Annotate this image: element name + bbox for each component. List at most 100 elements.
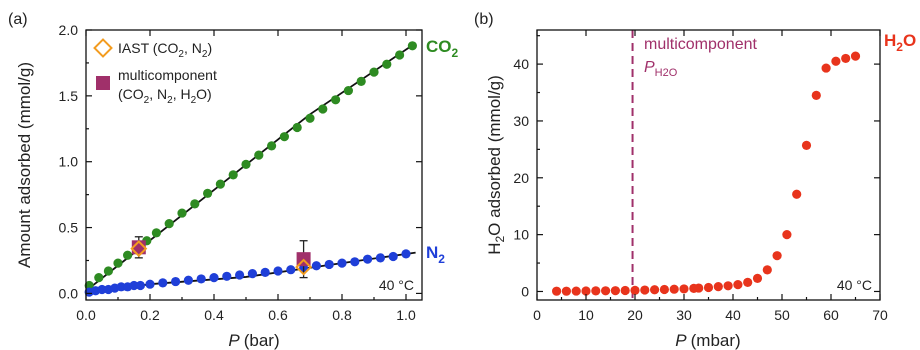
- vline-label-line1: multicomponent: [644, 36, 758, 53]
- data-point-n2: [209, 273, 219, 283]
- data-point-co2: [318, 104, 328, 114]
- data-point-h2o: [679, 284, 689, 294]
- data-point-h2o: [703, 282, 714, 293]
- x-tick-label: 0.6: [268, 307, 288, 323]
- data-point-n2: [363, 254, 373, 264]
- data-point-h2o: [821, 63, 831, 73]
- data-point-h2o: [694, 283, 704, 293]
- data-point-h2o: [841, 53, 851, 64]
- data-point-n2: [273, 266, 283, 276]
- iast-point: [295, 258, 313, 276]
- x-tick-label: 70: [872, 307, 888, 323]
- data-point-n2: [337, 258, 347, 268]
- iast-point: [130, 240, 148, 258]
- panel-b-axes: 0 10 20 30 40 50 60 70 0 10 20 30 40: [513, 30, 888, 323]
- data-point-h2o: [620, 285, 630, 296]
- x-tick-label: 40: [725, 307, 741, 323]
- vline-label-line2: PH2O: [644, 59, 678, 79]
- x-tick-label: 0.4: [204, 307, 224, 323]
- data-point-h2o: [752, 273, 763, 283]
- data-point-co2: [292, 122, 302, 133]
- data-point-co2: [395, 50, 405, 60]
- data-point-h2o: [659, 284, 670, 295]
- y-tick-label: 0.5: [59, 220, 79, 236]
- data-point-h2o: [571, 286, 581, 296]
- data-point-h2o: [743, 277, 753, 287]
- data-point-co2: [241, 159, 251, 169]
- data-point-co2: [203, 188, 213, 198]
- data-point-co2: [228, 170, 238, 180]
- data-point-co2: [113, 258, 123, 268]
- data-point-co2: [305, 113, 315, 123]
- data-point-co2: [177, 208, 187, 218]
- data-point-co2: [356, 76, 366, 86]
- data-point-co2: [94, 273, 104, 283]
- data-point-n2: [311, 261, 321, 271]
- data-point-n2: [286, 265, 296, 275]
- y-tick-label: 1.5: [59, 88, 79, 104]
- panel-a-ylabel: Amount adsorbed (mmol/g): [15, 62, 34, 268]
- panel-b-temperature: 40 °C: [837, 277, 872, 293]
- panel-b-label: (b): [474, 11, 494, 28]
- data-point-h2o: [650, 285, 660, 295]
- x-tick-label: 60: [823, 307, 839, 323]
- data-point-co2: [343, 85, 353, 96]
- data-point-n2: [260, 267, 270, 277]
- x-tick-label: 50: [774, 307, 790, 323]
- data-point-h2o: [762, 265, 772, 275]
- data-point-n2: [158, 278, 168, 288]
- panel-a: (a) 0.0 0.2 0.4 0.6 0.8 1.0 0.0 0.5 1.0 1.5 2.0 Am…: [8, 11, 459, 350]
- data-point-h2o: [782, 230, 792, 240]
- data-point-h2o: [733, 280, 743, 290]
- data-point-co2: [254, 150, 264, 160]
- panel-a-legend: IAST (CO2, N2) multicomponent (CO2, N2, …: [93, 38, 217, 106]
- data-point-co2: [84, 280, 94, 291]
- panel-a-label: (a): [8, 11, 28, 28]
- data-point-h2o: [772, 251, 782, 261]
- data-point-n2: [324, 259, 334, 270]
- data-point-n2: [375, 253, 385, 263]
- data-point-n2: [388, 251, 398, 262]
- data-point-h2o: [630, 285, 640, 295]
- y-tick-label: 30: [513, 113, 529, 129]
- data-point-co2: [331, 95, 341, 105]
- data-point-co2: [164, 219, 174, 229]
- panel-a-xlabel: P (bar): [228, 331, 279, 350]
- data-point-co2: [369, 67, 379, 77]
- data-point-n2: [350, 257, 360, 267]
- x-tick-label: 1.0: [396, 307, 416, 323]
- data-point-n2: [129, 280, 139, 291]
- data-point-h2o: [811, 90, 821, 100]
- data-point-n2: [116, 282, 126, 292]
- data-point-n2: [97, 284, 107, 295]
- x-tick-label: 20: [627, 307, 643, 323]
- y-tick-label: 10: [513, 227, 529, 243]
- legend-multicomponent-label-line1: multicomponent: [118, 67, 217, 83]
- panel-a-plot-area: [84, 41, 417, 297]
- data-point-h2o: [801, 140, 812, 150]
- data-point-n2: [222, 271, 232, 281]
- data-point-n2: [171, 276, 181, 287]
- data-point-n2: [196, 274, 206, 284]
- data-point-h2o: [610, 286, 621, 296]
- data-point-n2: [247, 269, 257, 279]
- panel-a-temperature: 40 °C: [379, 277, 414, 293]
- series-label-n2: N2: [426, 243, 445, 266]
- data-point-co2: [190, 199, 200, 209]
- series-label-h2o: H2O: [884, 31, 916, 54]
- data-point-h2o: [591, 286, 601, 296]
- data-point-co2: [123, 250, 133, 260]
- legend-iast-label: IAST (CO2, N2): [118, 40, 212, 60]
- panel-b-ylabel: H2O adsorbed (mmol/g): [485, 75, 507, 255]
- data-point-h2o: [831, 56, 841, 66]
- data-point-n2: [401, 249, 411, 259]
- legend-iast-marker: [93, 38, 113, 58]
- x-tick-label: 30: [676, 307, 692, 323]
- data-point-h2o: [792, 189, 802, 199]
- data-point-co2: [267, 141, 277, 151]
- data-point-co2: [103, 266, 113, 276]
- data-point-h2o: [640, 285, 650, 295]
- data-point-n2: [135, 280, 145, 291]
- y-tick-label: 0.0: [59, 285, 79, 301]
